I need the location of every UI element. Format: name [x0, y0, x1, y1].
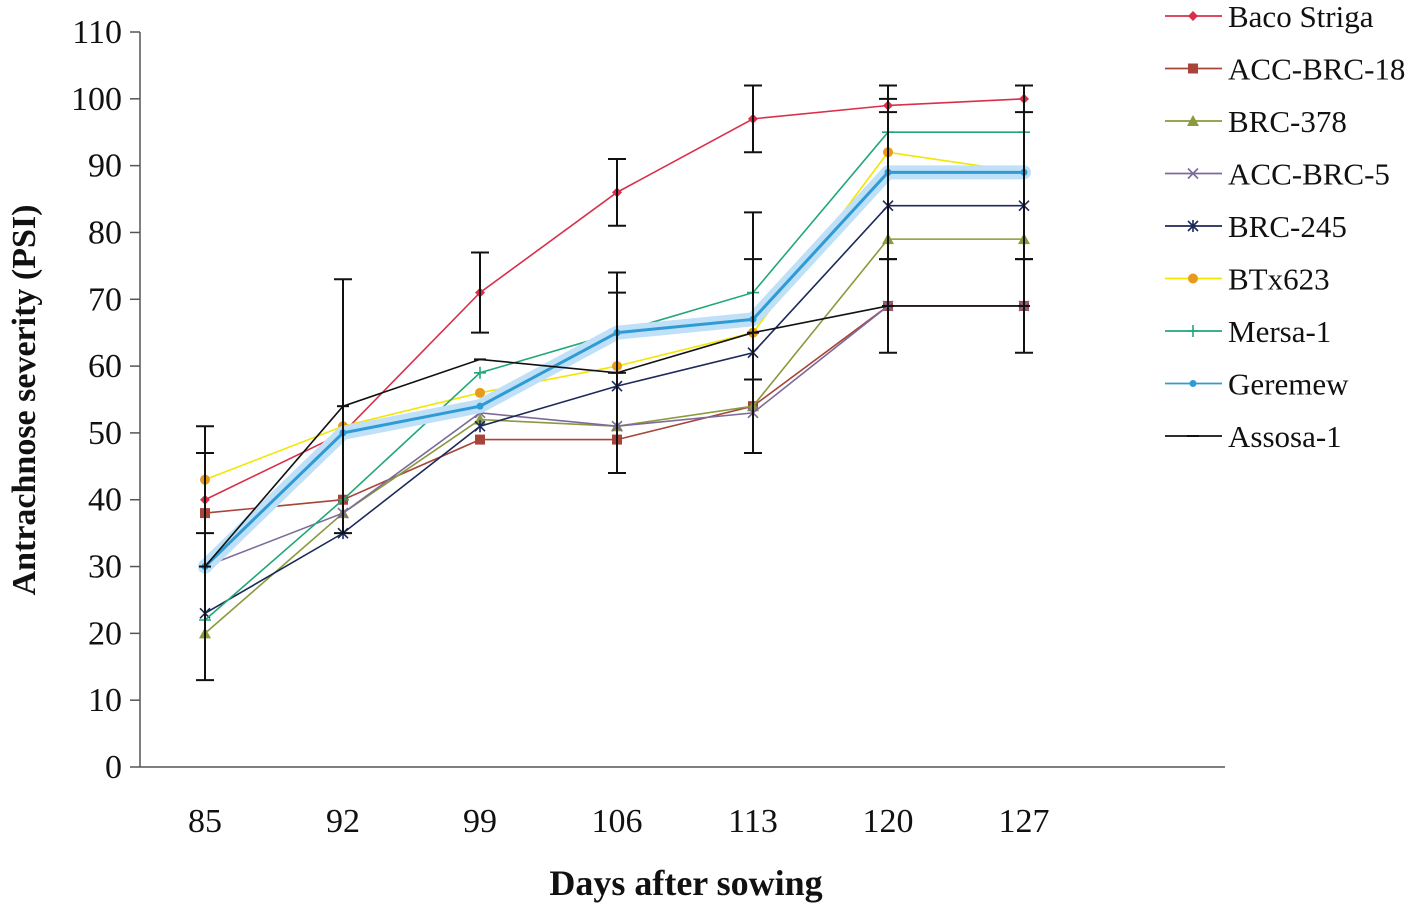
y-tick-label: 70 — [88, 281, 122, 318]
data-point — [475, 434, 485, 445]
y-tick-label: 30 — [88, 549, 122, 586]
legend-marker — [1188, 273, 1198, 284]
series-layer — [198, 93, 1031, 639]
y-tick-label: 80 — [88, 214, 122, 251]
y-tick-label: 90 — [88, 148, 122, 185]
legend-label: ACC-BRC-18 — [1228, 52, 1405, 87]
legend-label: Geremew — [1228, 367, 1349, 402]
x-tick-label: 99 — [463, 803, 497, 840]
legend-marker — [1188, 11, 1198, 21]
legend-item: BRC-378 — [1165, 104, 1347, 139]
y-tick-label: 20 — [88, 615, 122, 652]
y-tick-label: 0 — [105, 749, 122, 786]
legend-marker — [1187, 220, 1199, 232]
series-btx623 — [200, 147, 1029, 485]
x-tick-label: 113 — [728, 803, 778, 840]
legend-item: BRC-245 — [1165, 209, 1347, 244]
data-point — [474, 420, 486, 433]
x-axis-label: Days after sowing — [549, 863, 822, 903]
legend-marker — [1187, 167, 1199, 180]
legend: Baco Striga ACC-BRC-18 BRC-378 ACC-BRC-5 BRC… — [1165, 0, 1405, 454]
y-tick-label: 40 — [88, 482, 122, 519]
x-tick-label: 85 — [188, 803, 222, 840]
y-tick-label: 10 — [88, 682, 122, 719]
legend-item: Assosa-1 — [1165, 419, 1342, 454]
data-point — [476, 402, 484, 410]
y-tick-label: 60 — [88, 348, 122, 385]
y-tick-label: 50 — [88, 415, 122, 452]
legend-label: ACC-BRC-5 — [1228, 157, 1390, 192]
y-axis-label: Antrachnose severity (PSI) — [6, 205, 43, 596]
series-line — [204, 204, 1024, 615]
data-point — [475, 387, 485, 398]
series-brc-245 — [199, 199, 1030, 620]
legend-marker — [1188, 63, 1198, 74]
legend-marker — [1189, 380, 1197, 387]
legend-item: ACC-BRC-5 — [1165, 157, 1390, 192]
legend-label: Baco Striga — [1228, 0, 1374, 34]
legend-marker — [1187, 325, 1199, 337]
x-tick-label: 106 — [592, 803, 643, 840]
legend-item: BTx623 — [1165, 262, 1330, 297]
legend-item: Geremew — [1165, 367, 1349, 402]
x-tick-label: 127 — [999, 803, 1050, 840]
x-tick-label: 120 — [863, 803, 914, 840]
legend-item: Mersa-1 — [1165, 314, 1331, 349]
legend-item: ACC-BRC-18 — [1165, 52, 1405, 87]
error-bars — [196, 84, 1033, 682]
legend-label: Mersa-1 — [1228, 314, 1331, 349]
axes: 0 10 20 30 40 50 60 70 80 90 100 110 85 92 99 106 113 120… — [71, 14, 1225, 840]
series-mersa-1 — [199, 126, 1030, 626]
legend-label: Assosa-1 — [1228, 419, 1342, 454]
data-point — [474, 413, 486, 425]
legend-label: BRC-245 — [1228, 209, 1347, 244]
y-tick-label: 100 — [71, 81, 122, 118]
legend-label: BRC-378 — [1228, 104, 1347, 139]
x-tick-label: 92 — [326, 803, 360, 840]
legend-marker — [1187, 115, 1199, 126]
legend-label: BTx623 — [1228, 262, 1330, 297]
y-tick-label: 110 — [72, 14, 122, 51]
legend-item: Baco Striga — [1165, 0, 1374, 34]
data-point — [474, 366, 486, 379]
